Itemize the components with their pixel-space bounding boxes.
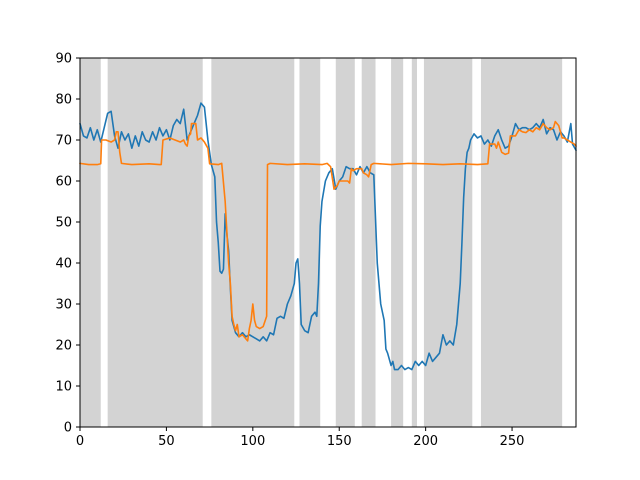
x-tick-label: 150	[327, 434, 352, 449]
y-tick-label: 60	[55, 175, 72, 190]
x-tick-label: 50	[158, 434, 175, 449]
shaded-band-4	[335, 58, 355, 427]
shaded-band-7	[411, 58, 418, 427]
shaded-band-5	[361, 58, 376, 427]
y-tick-label: 90	[55, 52, 72, 67]
shaded-band-9	[480, 58, 563, 427]
x-axis: 0 50 100 150 200 250	[76, 427, 525, 449]
y-tick-label: 20	[55, 339, 72, 354]
shaded-band-3	[299, 58, 321, 427]
shaded-band-8	[423, 58, 473, 427]
y-tick-label: 0	[64, 421, 72, 436]
x-tick-label: 250	[500, 434, 525, 449]
series-line-1	[79, 120, 577, 342]
y-tick-label: 80	[55, 93, 72, 108]
y-axis: 0 10 20 30 40 50 60 70 80 90	[55, 52, 80, 436]
y-tick-label: 10	[55, 380, 72, 395]
x-tick-label: 0	[76, 434, 84, 449]
series-lines	[79, 102, 577, 371]
shaded-bands	[80, 58, 563, 427]
plot-frame	[79, 57, 577, 428]
shaded-band-1	[107, 58, 203, 427]
x-tick-label: 200	[413, 434, 438, 449]
x-tick-label: 100	[240, 434, 265, 449]
y-tick-label: 30	[55, 298, 72, 313]
y-tick-label: 70	[55, 134, 72, 149]
series-line-0	[79, 102, 577, 371]
shaded-band-6	[391, 58, 404, 427]
shaded-band-0	[80, 58, 101, 427]
shaded-band-2	[211, 58, 295, 427]
y-tick-label: 40	[55, 257, 72, 272]
y-tick-label: 50	[55, 216, 72, 231]
